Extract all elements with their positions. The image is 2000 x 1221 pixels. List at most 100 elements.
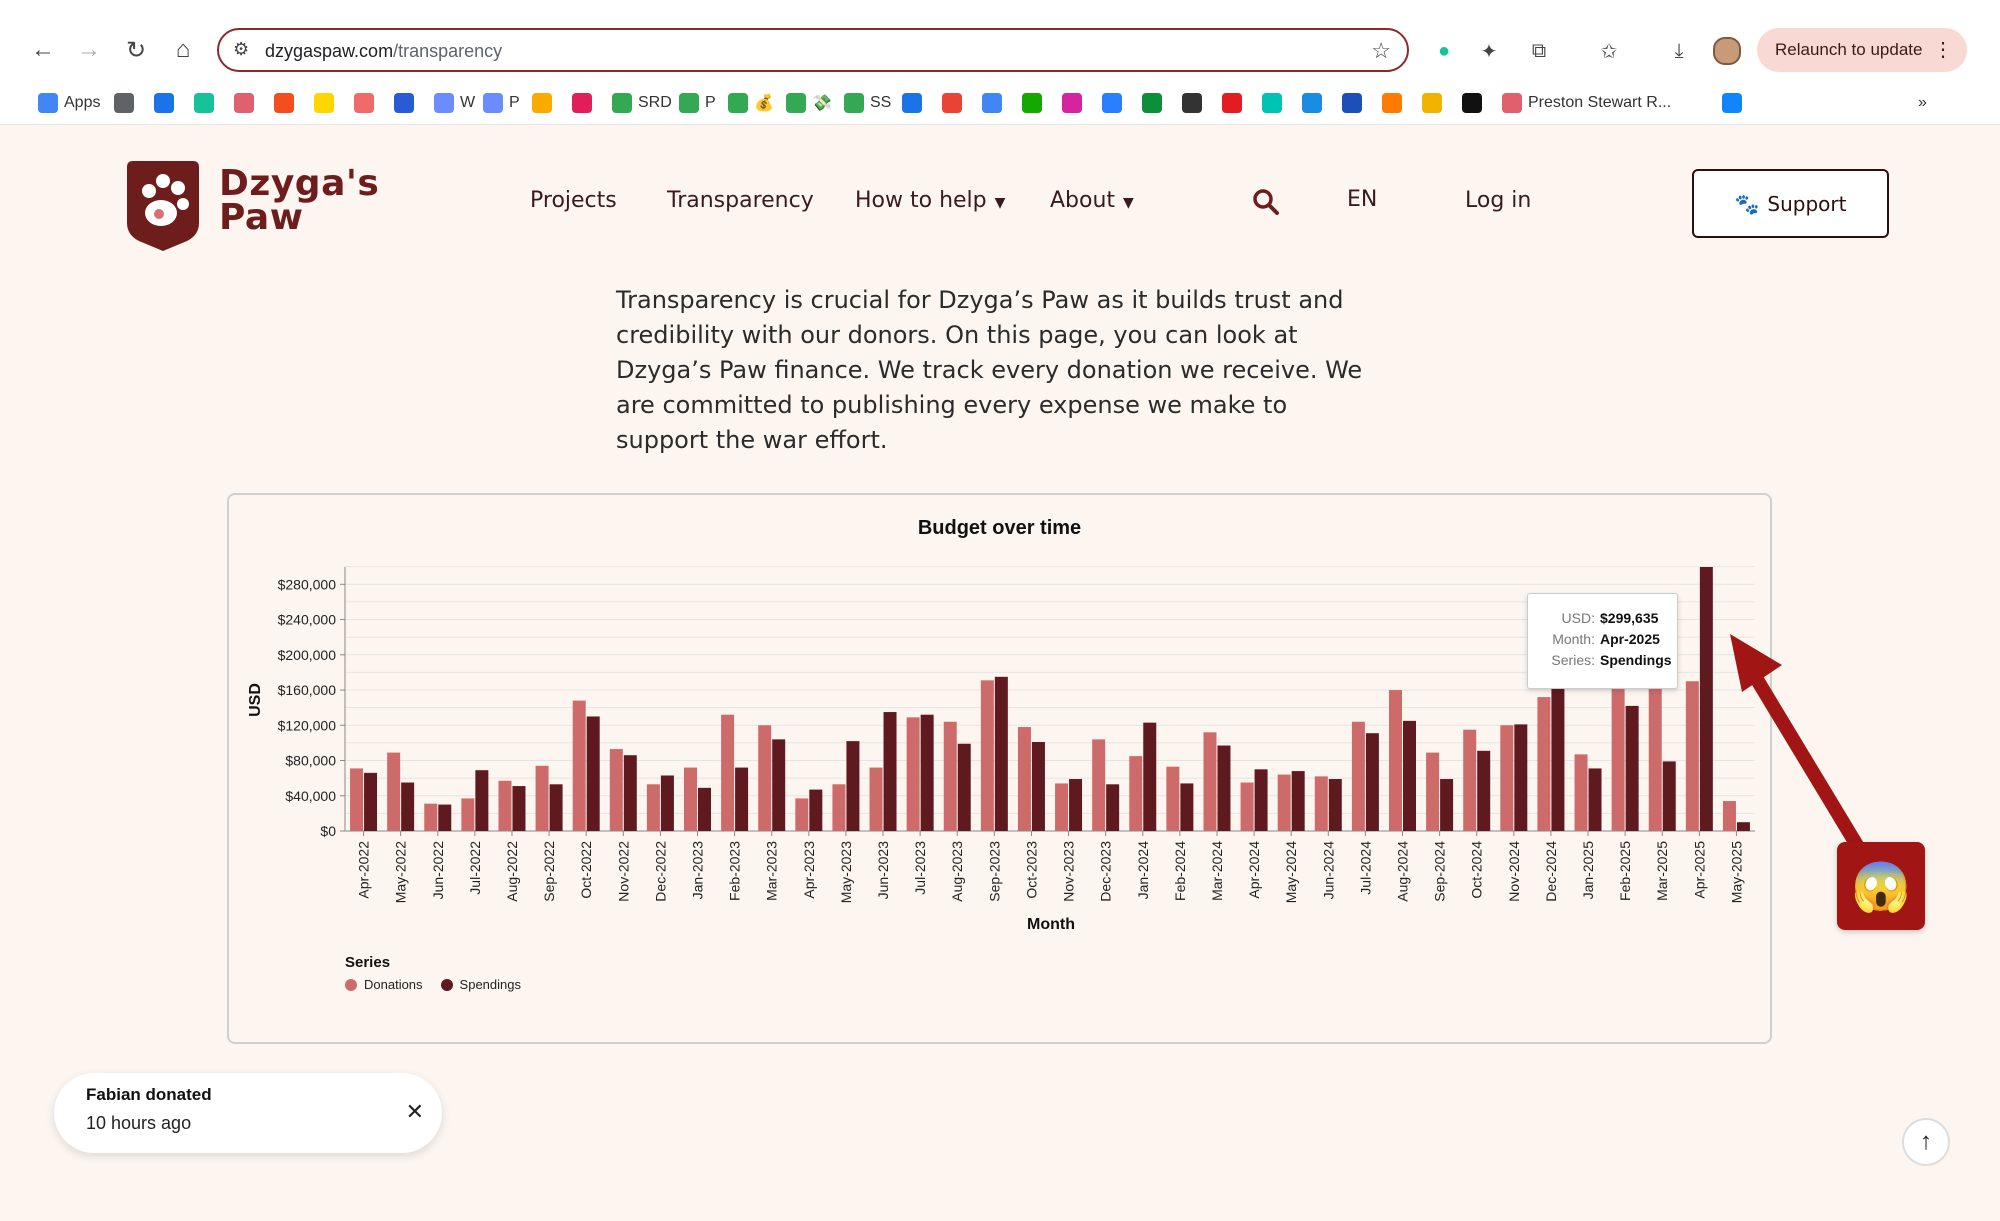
- divider: [0, 124, 2000, 125]
- search-icon[interactable]: [1251, 187, 1281, 217]
- bookmark-square-icon[interactable]: [1142, 84, 1162, 122]
- chevron-down-icon: ▼: [1123, 195, 1134, 211]
- drive-icon: [612, 93, 632, 113]
- profile-avatar[interactable]: [1712, 36, 1742, 66]
- bookmark-label: SS: [870, 94, 892, 111]
- donation-toast: Fabian donated 10 hours ago ✕: [54, 1073, 442, 1153]
- relaunch-button[interactable]: Relaunch to update ⋮: [1757, 28, 1967, 72]
- bookmark-yellow-circle-icon[interactable]: [314, 84, 334, 122]
- bookmark-figma-icon[interactable]: [274, 84, 294, 122]
- support-button[interactable]: 🐾 Support: [1692, 169, 1889, 238]
- bookmark-drive-icon[interactable]: SRD: [612, 84, 672, 122]
- download-icon[interactable]: ⤓: [1674, 39, 1684, 62]
- favorites-icon[interactable]: ✩: [1600, 40, 1618, 63]
- bookmark-label: 💸: [812, 95, 832, 112]
- extensions-puzzle-icon[interactable]: ⧉: [1531, 39, 1547, 62]
- chart-legend: Series Donations Spendings: [345, 954, 539, 992]
- bookmark-blue-square-icon[interactable]: [394, 84, 414, 122]
- bookmark-star-icon[interactable]: ☆: [1371, 38, 1391, 63]
- tooltip-series: Spendings: [1600, 652, 1672, 668]
- bookmark-paw-icon[interactable]: [234, 84, 254, 122]
- scroll-to-top-button[interactable]: ↑: [1902, 1118, 1950, 1166]
- bookmark-slack-icon[interactable]: [572, 84, 592, 122]
- bookmark-butterfly-icon[interactable]: [1722, 84, 1742, 122]
- login-link[interactable]: Log in: [1465, 188, 1532, 213]
- chart-tooltip: USD: $299,635 Month: Apr-2025 Series: Spend…: [1527, 593, 1678, 689]
- bookmark-calendar-icon[interactable]: [902, 84, 922, 122]
- asana-icon: [354, 93, 374, 113]
- instagram-icon: [1062, 93, 1082, 113]
- bookmark-openai-icon[interactable]: [1462, 84, 1482, 122]
- bookmark-puzzle-icon[interactable]: [1102, 84, 1122, 122]
- hand-icon: [483, 93, 503, 113]
- url-text[interactable]: dzygaspaw.com/transparency: [265, 41, 503, 61]
- scream-emoji-icon: 😱: [1837, 842, 1925, 930]
- hand-icon: [434, 93, 454, 113]
- bookmark-drive-icon[interactable]: SS: [844, 84, 891, 122]
- language-switcher[interactable]: EN: [1347, 187, 1378, 212]
- bookmark-paw-icon[interactable]: Preston Stewart R...: [1502, 84, 1671, 122]
- nav-how-to-help[interactable]: How to help ▼: [855, 188, 1006, 213]
- bookmark-teal-icon[interactable]: [1262, 84, 1282, 122]
- bookmark-hr-icon[interactable]: [1302, 84, 1322, 122]
- apps-grid-icon: [38, 93, 58, 113]
- bookmark-asana-icon[interactable]: [354, 84, 374, 122]
- bookmark-ads-icon[interactable]: [982, 84, 1002, 122]
- legend-item-spendings[interactable]: Spendings: [440, 977, 521, 992]
- more-bookmarks-icon[interactable]: »: [1918, 94, 1927, 111]
- close-icon[interactable]: ✕: [405, 1099, 424, 1124]
- bookmark-hand-icon[interactable]: W: [434, 84, 475, 122]
- arrow-up-icon: ↑: [1920, 1128, 1932, 1155]
- bookmark-apps-grid-icon[interactable]: Apps: [38, 84, 100, 122]
- drive-icon: [786, 93, 806, 113]
- bookmark-label: Preston Stewart R...: [1528, 94, 1672, 111]
- bookmark-grammarly-icon[interactable]: [194, 84, 214, 122]
- bookmark-label: 💰: [754, 95, 774, 112]
- bookmark-ub-icon[interactable]: [1342, 84, 1362, 122]
- bookmark-instagram-icon[interactable]: [1062, 84, 1082, 122]
- bookmark-multicolor-icon[interactable]: [1382, 84, 1402, 122]
- bookmark-ring-icon[interactable]: [1422, 84, 1442, 122]
- bookmark-drive-icon[interactable]: 💰: [728, 84, 774, 122]
- analytics-icon: [532, 93, 552, 113]
- puzzle-icon: [1102, 93, 1122, 113]
- chart-title: Budget over time: [917, 517, 1082, 539]
- paw-icon: [234, 93, 254, 113]
- bookmark-gmail-icon[interactable]: [942, 84, 962, 122]
- nav-about[interactable]: About ▼: [1050, 188, 1134, 213]
- extension-icon[interactable]: ✦: [1480, 40, 1498, 63]
- bookmark-upwork-icon[interactable]: [1022, 84, 1042, 122]
- menu-dots-icon[interactable]: ⋮: [1933, 39, 1953, 61]
- back-icon[interactable]: ←: [31, 36, 55, 63]
- logo-text: Dzyga's Paw: [219, 163, 380, 238]
- teal-icon: [1262, 93, 1282, 113]
- paw-icon: 🐾: [1734, 191, 1760, 216]
- address-bar[interactable]: ⚙ dzygaspaw.com/transparency ☆: [217, 28, 1409, 72]
- bookmark-label: P: [509, 94, 520, 111]
- nav-projects[interactable]: Projects: [530, 188, 617, 213]
- bookmark-drive-icon[interactable]: P: [679, 84, 716, 122]
- grammarly-extension-icon[interactable]: ●: [1437, 39, 1451, 62]
- tooltip-month: Apr-2025: [1600, 631, 1660, 647]
- bookmark-grid-icon[interactable]: [114, 84, 134, 122]
- nav-transparency[interactable]: Transparency: [667, 188, 814, 213]
- bookmark-label: W: [460, 94, 476, 111]
- figma-icon: [274, 93, 294, 113]
- bookmark-globe-icon[interactable]: [1182, 84, 1202, 122]
- home-icon[interactable]: ⌂: [175, 36, 191, 63]
- calendar-icon: [902, 93, 922, 113]
- forward-icon[interactable]: →: [77, 36, 101, 63]
- bookmark-calendar-icon[interactable]: [154, 84, 174, 122]
- site-logo[interactable]: Dzyga's Paw: [125, 157, 379, 253]
- grammarly-icon: [194, 93, 214, 113]
- site-settings-icon[interactable]: ⚙: [233, 39, 250, 59]
- ub-icon: [1342, 93, 1362, 113]
- reload-icon[interactable]: ↻: [125, 36, 147, 64]
- legend-item-donations[interactable]: Donations: [345, 977, 423, 992]
- slack-icon: [572, 93, 592, 113]
- bookmark-hand-icon[interactable]: P: [483, 84, 520, 122]
- legend-title: Series: [345, 954, 391, 971]
- bookmark-analytics-icon[interactable]: [532, 84, 552, 122]
- bookmark-drive-icon[interactable]: 💸: [786, 84, 832, 122]
- bookmark-red-icon[interactable]: [1222, 84, 1242, 122]
